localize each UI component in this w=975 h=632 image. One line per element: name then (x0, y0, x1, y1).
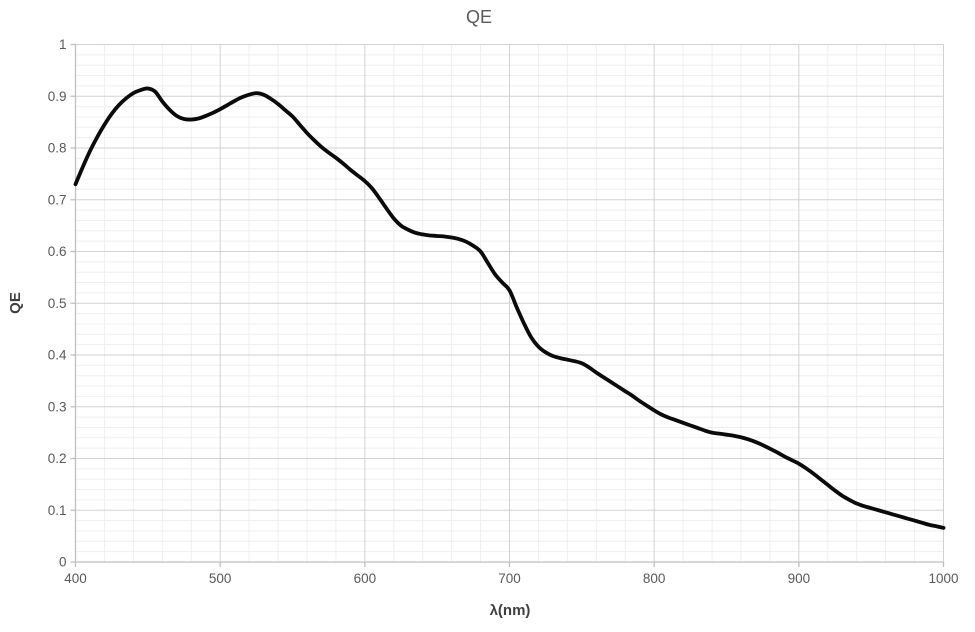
x-tick-label: 400 (64, 571, 87, 586)
axis-ticks (70, 43, 945, 567)
y-tick-label: 0.4 (48, 348, 67, 363)
x-tick-label: 1000 (928, 571, 958, 586)
y-tick-label: 0.1 (48, 503, 67, 518)
x-tick-label: 700 (498, 571, 521, 586)
y-tick-label: 0.2 (48, 451, 67, 466)
x-tick-label: 500 (209, 571, 232, 586)
y-tick-label: 0.6 (48, 244, 67, 259)
chart-title: QE (466, 7, 492, 27)
tick-labels: 400 500 600 700 800 900 1000 0 0.1 0.2 0.3 0.4 0.5 0.… (48, 37, 959, 586)
y-tick-label: 0.8 (48, 141, 67, 156)
y-tick-label: 0.7 (48, 192, 67, 207)
x-axis-title: λ(nm) (490, 602, 531, 619)
x-tick-label: 600 (354, 571, 377, 586)
x-tick-label: 800 (643, 571, 666, 586)
x-tick-label: 900 (788, 571, 811, 586)
y-tick-label: 1 (59, 37, 67, 52)
y-tick-label: 0.9 (48, 89, 67, 104)
y-axis-title: QE (7, 292, 24, 314)
data-series (73, 86, 946, 530)
y-tick-label: 0.3 (48, 399, 67, 414)
qe-curve (73, 86, 946, 530)
major-gridlines (75, 44, 944, 562)
y-tick-label: 0 (59, 555, 67, 570)
y-tick-label: 0.5 (48, 296, 67, 311)
